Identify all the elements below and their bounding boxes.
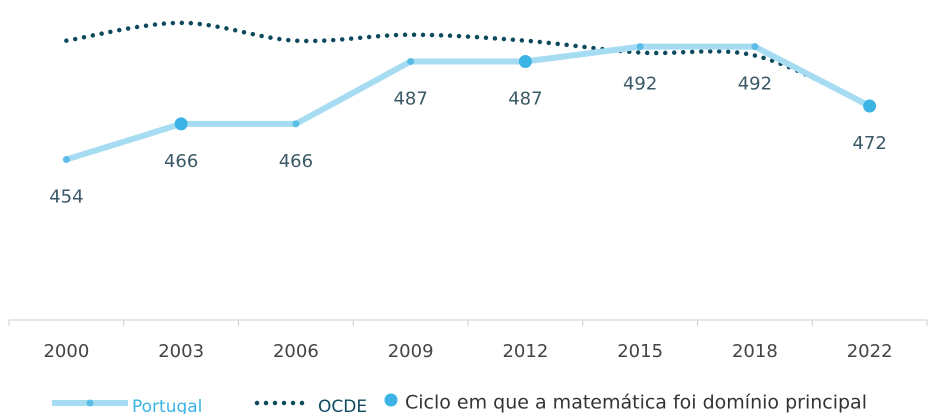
data-label: 472 (852, 133, 886, 154)
data-label: 492 (738, 74, 772, 95)
data-label: 466 (164, 151, 198, 172)
data-label: 492 (623, 74, 657, 95)
portugal-dot (292, 120, 300, 128)
portugal-dot (62, 156, 70, 164)
x-tick-label: 2018 (732, 341, 778, 362)
x-tick-label: 2022 (847, 341, 893, 362)
highlight-dot (174, 117, 188, 131)
portugal-dot (751, 43, 759, 51)
legend-portugal-dot (86, 399, 94, 407)
portugal-dot (407, 57, 415, 65)
x-tick-label: 2009 (388, 341, 434, 362)
data-label: 487 (508, 88, 542, 109)
x-tick-label: 2015 (617, 341, 663, 362)
x-tick-label: 2003 (158, 341, 204, 362)
highlight-dot (863, 99, 877, 113)
portugal-dot (636, 43, 644, 51)
x-tick-label: 2012 (502, 341, 548, 362)
legend-label: Ciclo em que a matemática foi domínio pr… (405, 392, 867, 414)
data-label: 454 (49, 187, 83, 208)
legend-label: OCDE (318, 397, 367, 414)
data-label: 466 (279, 151, 313, 172)
x-tick-label: 2006 (273, 341, 319, 362)
portugal-line (65, 43, 872, 163)
data-label: 487 (393, 88, 427, 109)
legend-label: Portugal (132, 397, 202, 414)
legend-highlight-dot (384, 393, 398, 407)
x-tick-label: 2000 (43, 341, 89, 362)
highlight-dot (518, 54, 532, 68)
